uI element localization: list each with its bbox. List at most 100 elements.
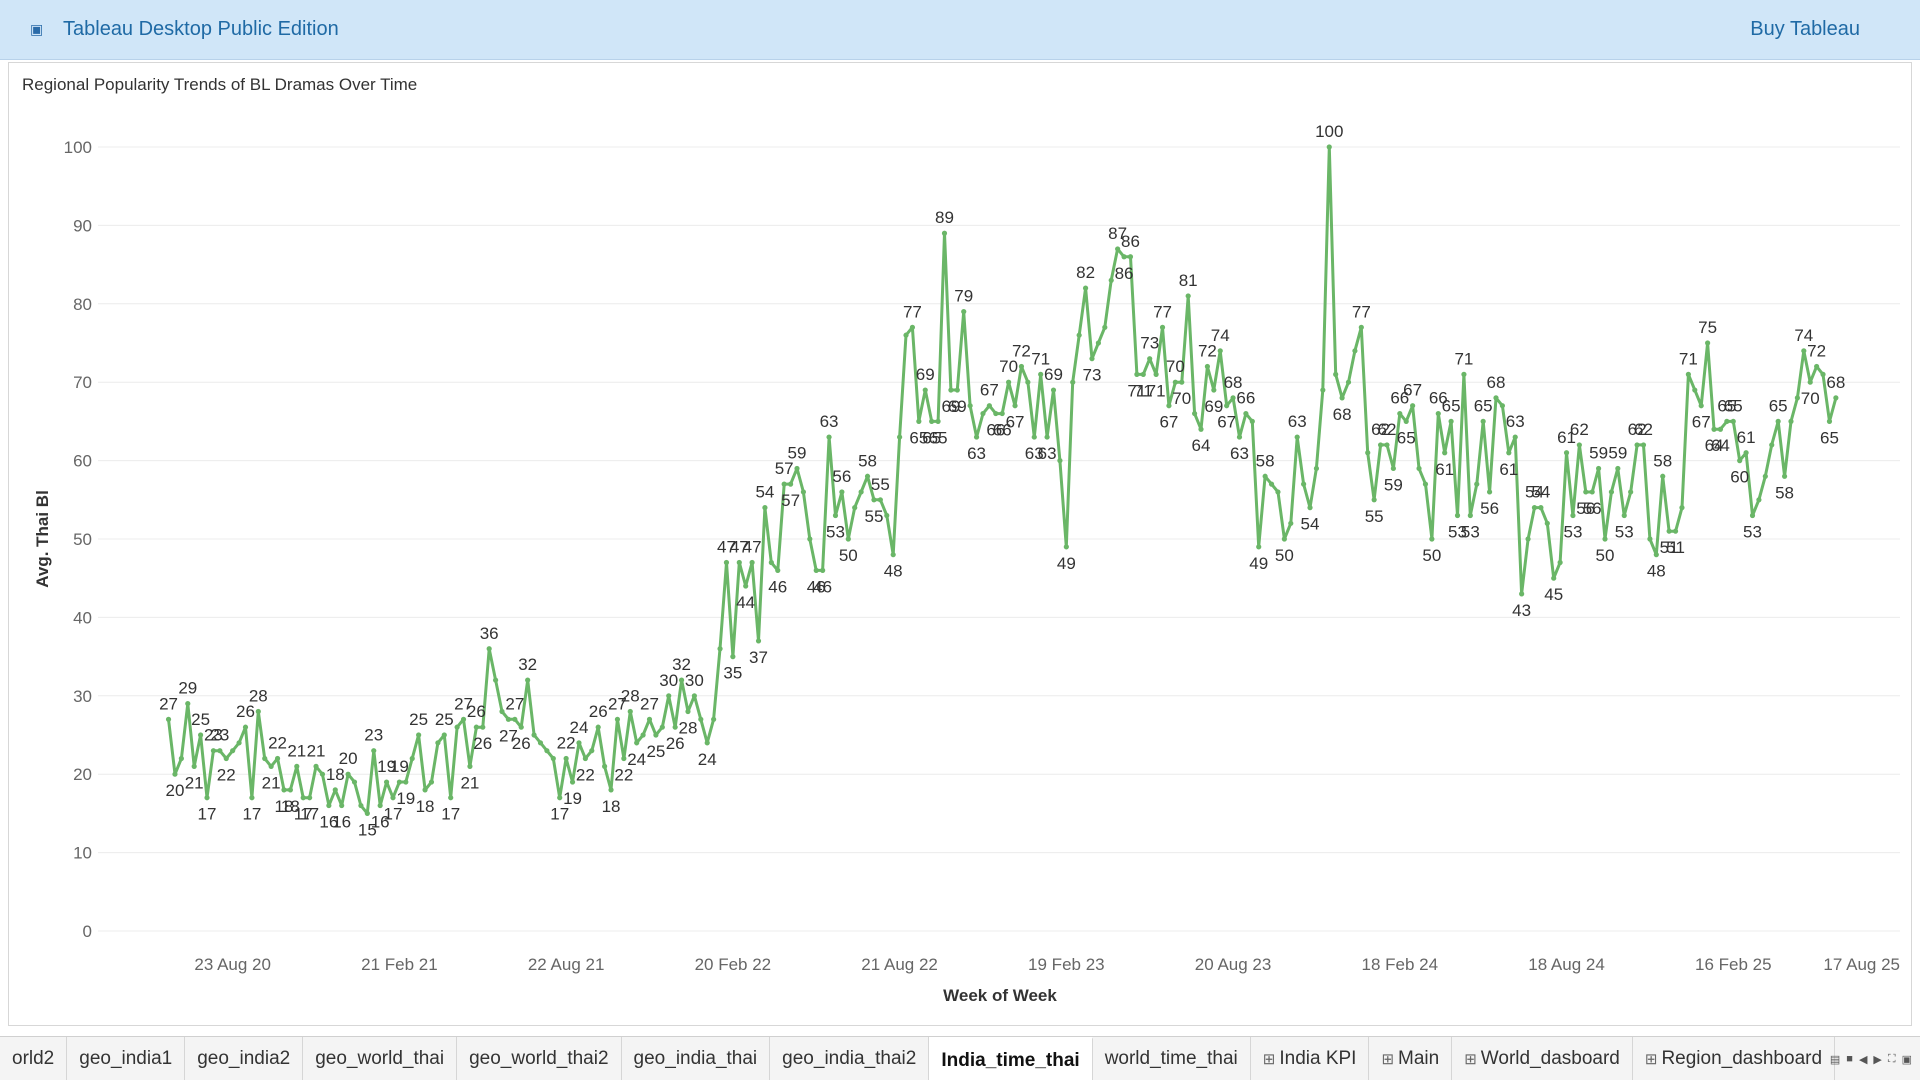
data-point[interactable]	[1519, 591, 1525, 597]
tab-india-time-thai[interactable]: India_time_thai	[929, 1037, 1093, 1080]
data-point[interactable]	[999, 410, 1005, 417]
data-point[interactable]	[1493, 395, 1499, 401]
data-point[interactable]	[319, 771, 326, 777]
data-point[interactable]	[1403, 418, 1409, 424]
data-point[interactable]	[1371, 497, 1377, 503]
data-point[interactable]	[165, 716, 172, 722]
data-point[interactable]	[300, 795, 306, 801]
tab-geo-india1[interactable]: geo_india1	[67, 1037, 186, 1080]
data-point[interactable]	[884, 512, 890, 519]
data-point[interactable]	[1345, 379, 1352, 385]
data-point[interactable]	[1397, 410, 1403, 417]
data-point[interactable]	[666, 693, 672, 699]
data-point[interactable]	[1159, 324, 1166, 330]
data-point[interactable]	[1583, 489, 1589, 495]
data-point[interactable]	[1038, 371, 1044, 377]
data-point[interactable]	[1749, 512, 1756, 519]
data-point[interactable]	[435, 740, 441, 746]
data-point[interactable]	[428, 779, 435, 785]
data-point[interactable]	[268, 763, 274, 769]
data-point[interactable]	[230, 748, 236, 754]
data-point[interactable]	[634, 740, 640, 746]
data-point[interactable]	[1454, 512, 1461, 519]
data-point[interactable]	[1531, 505, 1538, 511]
data-point[interactable]	[1692, 387, 1698, 393]
data-point[interactable]	[1025, 379, 1031, 385]
data-point[interactable]	[704, 740, 710, 746]
data-point[interactable]	[249, 795, 255, 801]
data-point[interactable]	[941, 230, 948, 236]
data-point[interactable]	[1679, 505, 1685, 511]
data-point[interactable]	[1762, 473, 1768, 479]
data-point[interactable]	[537, 740, 544, 746]
data-point[interactable]	[1429, 536, 1435, 542]
data-point[interactable]	[1410, 403, 1416, 409]
data-point[interactable]	[1563, 450, 1570, 456]
data-point[interactable]	[743, 583, 749, 589]
data-point[interactable]	[890, 552, 896, 558]
data-point[interactable]	[781, 481, 787, 487]
data-point[interactable]	[287, 787, 293, 793]
data-point[interactable]	[358, 802, 364, 809]
data-point[interactable]	[172, 771, 178, 777]
data-point[interactable]	[698, 716, 704, 722]
data-point[interactable]	[1294, 434, 1300, 440]
data-point[interactable]	[1467, 512, 1473, 519]
data-point[interactable]	[1461, 371, 1467, 377]
tab-orld2[interactable]: orld2	[0, 1037, 68, 1080]
data-point[interactable]	[377, 802, 383, 809]
data-point[interactable]	[1377, 442, 1384, 448]
data-point[interactable]	[1705, 340, 1711, 346]
data-point[interactable]	[313, 763, 319, 769]
data-point[interactable]	[621, 755, 627, 762]
tab-geo-india2[interactable]: geo_india2	[185, 1037, 304, 1080]
data-point[interactable]	[845, 536, 851, 542]
data-point[interactable]	[608, 787, 614, 793]
data-point[interactable]	[1711, 426, 1717, 432]
data-point[interactable]	[711, 716, 717, 722]
data-point[interactable]	[749, 559, 755, 566]
data-point[interactable]	[339, 802, 345, 809]
data-point[interactable]	[236, 740, 242, 746]
data-point[interactable]	[1672, 528, 1679, 534]
data-point[interactable]	[262, 755, 268, 762]
fit-icon[interactable]: ▣	[1901, 1053, 1912, 1066]
data-point[interactable]	[1236, 434, 1243, 440]
data-point[interactable]	[1685, 371, 1691, 377]
data-point[interactable]	[685, 708, 691, 715]
data-point[interactable]	[1743, 450, 1749, 456]
data-point[interactable]	[1134, 371, 1140, 377]
data-point[interactable]	[1730, 418, 1736, 424]
data-point[interactable]	[768, 559, 774, 566]
data-point[interactable]	[1012, 403, 1018, 409]
data-point[interactable]	[1538, 505, 1544, 511]
data-point[interactable]	[1576, 442, 1582, 448]
data-point[interactable]	[1333, 371, 1339, 377]
data-point[interactable]	[973, 434, 980, 440]
data-point[interactable]	[563, 755, 569, 762]
data-point[interactable]	[403, 779, 409, 785]
data-point[interactable]	[345, 771, 351, 777]
data-point[interactable]	[1506, 450, 1512, 456]
data-point[interactable]	[1390, 465, 1396, 472]
data-point[interactable]	[1737, 458, 1743, 464]
data-point[interactable]	[820, 567, 826, 573]
tab-region-dashboard[interactable]: ⊞ Region_dashboard	[1633, 1037, 1836, 1080]
data-point[interactable]	[198, 732, 204, 738]
data-point[interactable]	[826, 434, 832, 440]
data-point[interactable]	[422, 787, 428, 793]
data-point[interactable]	[1653, 552, 1659, 558]
tab-world-dasboard[interactable]: ⊞ World_dasboard	[1452, 1037, 1633, 1080]
data-point[interactable]	[948, 387, 954, 393]
tab-world-time-thai[interactable]: world_time_thai	[1093, 1037, 1251, 1080]
data-point[interactable]	[544, 748, 550, 754]
data-point[interactable]	[640, 732, 646, 738]
data-point[interactable]	[191, 763, 197, 769]
data-point[interactable]	[775, 567, 781, 573]
data-point[interactable]	[473, 724, 479, 730]
data-point[interactable]	[307, 795, 313, 801]
data-point[interactable]	[1230, 395, 1236, 401]
data-point[interactable]	[1660, 473, 1666, 479]
data-point[interactable]	[1256, 544, 1262, 550]
data-point[interactable]	[1384, 442, 1390, 448]
